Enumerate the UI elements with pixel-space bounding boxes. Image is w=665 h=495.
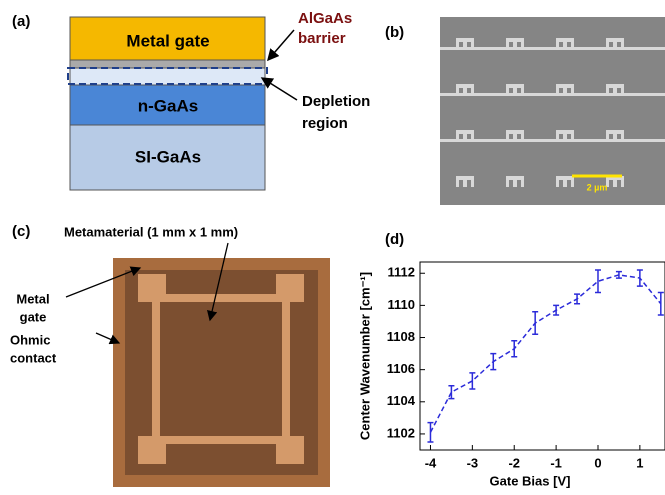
error-bar: [574, 294, 580, 304]
resonator: [513, 130, 517, 141]
annotation: region: [302, 115, 348, 132]
resonator: [571, 130, 574, 141]
resonator: [463, 84, 467, 95]
resonator: [621, 38, 624, 49]
annotation: Metal: [16, 291, 49, 306]
resonator: [521, 176, 524, 187]
panel-a: (a) Metal gate n-GaAs SI-GaAs AlGaAs bar…: [12, 10, 370, 190]
resonator: [471, 130, 474, 141]
y-tick-label: 1104: [387, 393, 416, 408]
resonator: [513, 84, 517, 95]
resonator: [456, 38, 459, 49]
figure: (a) Metal gate n-GaAs SI-GaAs AlGaAs bar…: [0, 0, 665, 495]
x-tick-label: 1: [636, 455, 643, 470]
resonator: [621, 84, 624, 95]
layer-label: n-GaAs: [138, 96, 198, 115]
barrier-layer: [70, 60, 265, 68]
y-tick-label: 1102: [387, 425, 415, 440]
annotation: contact: [10, 350, 57, 365]
arrow: [262, 78, 297, 100]
resonator: [571, 84, 574, 95]
resonator: [563, 130, 567, 141]
error-bar: [658, 293, 664, 315]
resonator: [613, 176, 617, 187]
resonator: [621, 130, 624, 141]
arrow: [268, 30, 294, 60]
x-tick-label: -3: [467, 455, 479, 470]
resonator: [606, 84, 609, 95]
resonator: [563, 84, 567, 95]
panel-label: (d): [385, 231, 404, 248]
resonator: [506, 176, 509, 187]
resonator: [571, 38, 574, 49]
resonator: [463, 38, 467, 49]
panel-label: (a): [12, 13, 30, 30]
layer-label: SI-GaAs: [135, 147, 201, 166]
y-axis-title: Center Wavenumber [cm⁻¹]: [357, 272, 372, 440]
resonator: [506, 84, 509, 95]
annotation: Ohmic: [10, 332, 50, 347]
data-line: [430, 275, 660, 432]
error-bar: [532, 312, 538, 334]
resonator: [613, 130, 617, 141]
resonator: [456, 84, 459, 95]
y-tick-label: 1110: [388, 297, 416, 312]
resonator: [556, 38, 559, 49]
panel-label: (c): [12, 223, 30, 240]
resonator: [463, 176, 467, 187]
plot-frame: [420, 262, 665, 450]
y-tick-label: 1106: [387, 361, 415, 376]
resonator: [563, 176, 567, 187]
resonator: [521, 130, 524, 141]
panel-d: (d) Gate Bias [V] Center Wavenumber [cm⁻…: [357, 231, 665, 488]
annotation: barrier: [298, 30, 346, 47]
panel-label: (b): [385, 24, 404, 41]
resonator: [556, 84, 559, 95]
resonator: [606, 38, 609, 49]
scale-label: 2 µm: [587, 182, 608, 192]
layer-label: Metal gate: [126, 31, 209, 50]
error-bar: [553, 305, 559, 315]
error-bar: [511, 341, 517, 357]
resonator: [471, 176, 474, 187]
resonator: [563, 38, 567, 49]
error-bar: [427, 423, 433, 442]
resonator: [606, 130, 609, 141]
x-tick-label: -1: [550, 455, 562, 470]
resonator: [506, 130, 509, 141]
resonator: [556, 130, 559, 141]
depletion-layer: [70, 68, 265, 85]
resonator: [521, 84, 524, 95]
y-tick-label: 1112: [388, 265, 416, 280]
panel-b: (b) 2 µm: [385, 17, 665, 205]
x-axis-title: Gate Bias [V]: [490, 473, 571, 488]
y-tick-label: 1108: [387, 329, 415, 344]
panel-c: (c) Metamaterial (1 mm x 1 mm) Metal gat…: [10, 223, 330, 487]
plot-area: [427, 270, 663, 442]
x-tick-label: -4: [425, 455, 437, 470]
annotation: AlGaAs: [298, 10, 352, 27]
annotation: gate: [20, 309, 47, 324]
annotation: Metamaterial (1 mm x 1 mm): [64, 224, 238, 239]
x-tick-label: -2: [508, 455, 520, 470]
resonator: [613, 84, 617, 95]
x-tick-label: 0: [594, 455, 601, 470]
resonator: [513, 38, 517, 49]
resonator: [471, 38, 474, 49]
resonator: [521, 38, 524, 49]
resonator: [613, 38, 617, 49]
resonator: [463, 130, 467, 141]
error-bar: [490, 354, 496, 370]
resonator: [456, 176, 459, 187]
resonator: [621, 176, 624, 187]
resonator: [471, 84, 474, 95]
resonator: [506, 38, 509, 49]
annotation: Depletion: [302, 93, 370, 110]
resonator: [513, 176, 517, 187]
resonator: [571, 176, 574, 187]
error-bar: [469, 373, 475, 389]
resonator: [556, 176, 559, 187]
resonator: [456, 130, 459, 141]
